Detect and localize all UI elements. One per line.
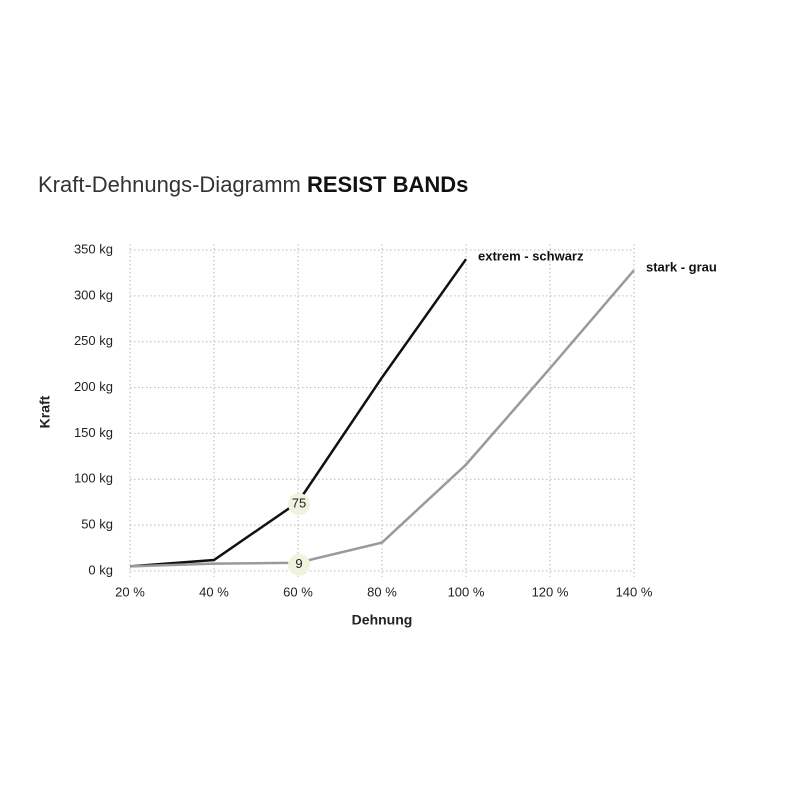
series-label: extrem - schwarz (478, 249, 584, 264)
value-label: 75 (292, 496, 306, 511)
y-tick-label: 350 kg (74, 241, 113, 256)
series-line (129, 269, 635, 568)
title-bold: RESIST BANDs (307, 172, 468, 197)
x-axis-label: Dehnung (352, 612, 413, 628)
x-tick-label: 140 % (616, 584, 653, 599)
x-tick-label: 80 % (367, 584, 397, 599)
value-label-bg (288, 553, 310, 576)
y-tick-label: 200 kg (74, 379, 113, 394)
title-text: Kraft-Dehnungs-Diagramm (38, 172, 301, 197)
x-tick-label: 40 % (199, 584, 229, 599)
y-tick-label: 0 kg (88, 562, 113, 577)
y-tick-label: 300 kg (74, 287, 113, 302)
value-label-bg (288, 493, 310, 516)
y-tick-label: 150 kg (74, 425, 113, 440)
x-tick-label: 100 % (448, 584, 485, 599)
series-label: stark - grau (646, 260, 717, 275)
y-tick-label: 100 kg (74, 471, 113, 486)
x-tick-label: 60 % (283, 584, 313, 599)
y-tick-label: 50 kg (81, 517, 113, 532)
y-tick-label: 250 kg (74, 333, 113, 348)
value-label: 9 (295, 556, 302, 571)
y-axis-label: Kraft (37, 395, 53, 428)
chart-title: Kraft-Dehnungs-Diagramm RESIST BANDs (38, 172, 468, 197)
x-tick-label: 120 % (532, 584, 569, 599)
x-tick-label: 20 % (115, 584, 145, 599)
